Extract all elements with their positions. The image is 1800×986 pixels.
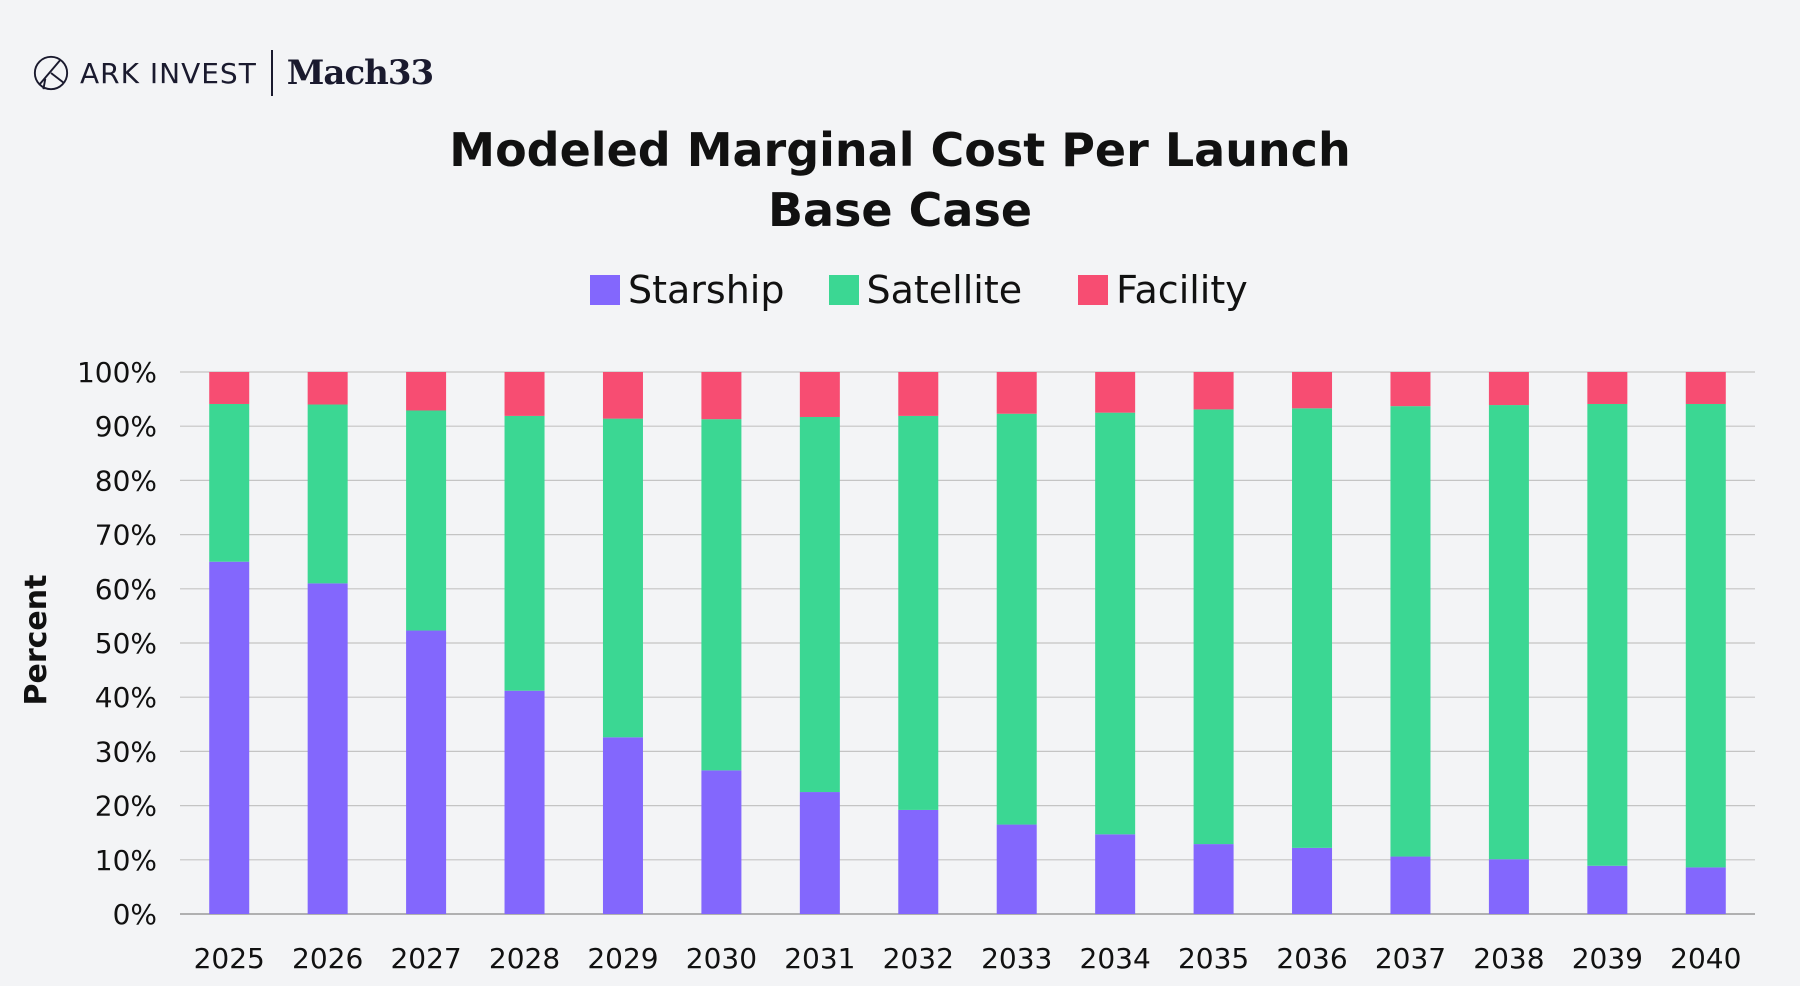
bar-facility-2028: [504, 372, 545, 416]
legend-item-satellite: Satellite: [828, 268, 1023, 312]
bar-starship-2039: [1587, 865, 1628, 914]
chart-subtitle: Base Case: [767, 183, 1033, 237]
bar-satellite-2034: [1095, 412, 1136, 835]
bar-facility-2033: [996, 372, 1037, 414]
bar-facility-2031: [799, 372, 840, 417]
bar-facility-2030: [701, 372, 742, 420]
legend-label-starship: Starship: [628, 268, 785, 312]
legend-swatch-satellite: [828, 275, 859, 305]
bar-satellite-2038: [1488, 405, 1529, 860]
x-tick-label: 2036: [1276, 942, 1347, 975]
bar-starship-2027: [406, 630, 447, 914]
bar-satellite-2035: [1193, 409, 1234, 845]
y-tick-label: 70%: [95, 519, 157, 552]
bar-starship-2026: [307, 583, 348, 914]
logo-row: ARK INVEST Mach33: [32, 50, 434, 96]
bar-starship-2030: [701, 770, 742, 914]
y-tick-label: 30%: [95, 735, 157, 768]
x-tick-label: 2026: [292, 942, 363, 975]
bar-facility-2032: [898, 372, 939, 416]
bar-satellite-2040: [1685, 403, 1726, 868]
y-tick-label: 40%: [95, 681, 157, 714]
y-tick-label: 0%: [113, 898, 157, 931]
y-tick-label: 10%: [95, 844, 157, 877]
bar-satellite-2033: [996, 413, 1037, 825]
legend-item-starship: Starship: [590, 268, 785, 312]
x-tick-label: 2027: [390, 942, 461, 975]
bar-facility-2036: [1292, 372, 1333, 409]
bar-satellite-2026: [307, 404, 348, 584]
bar-facility-2035: [1193, 372, 1234, 410]
logo-divider: [270, 50, 273, 96]
bar-satellite-2032: [898, 415, 939, 810]
bar-facility-2029: [602, 372, 643, 419]
mach33-logo-text: Mach33: [286, 53, 434, 93]
x-tick-label: 2033: [981, 942, 1052, 975]
bar-facility-2039: [1587, 372, 1628, 404]
y-axis-ticks: 0% 10% 20% 30% 40% 50% 60% 70% 80% 90% 100%: [77, 356, 157, 931]
legend-swatch-facility: [1078, 275, 1109, 305]
bar-starship-2034: [1095, 834, 1136, 914]
x-tick-label: 2025: [194, 942, 265, 975]
bar-facility-2027: [406, 372, 447, 411]
bar-facility-2038: [1488, 372, 1529, 406]
bar-facility-2026: [307, 372, 348, 405]
y-tick-label: 100%: [77, 356, 157, 389]
x-tick-label: 2034: [1080, 942, 1151, 975]
chart-legend: Starship Satellite Facility: [590, 268, 1248, 312]
legend-label-satellite: Satellite: [866, 268, 1023, 312]
x-tick-label: 2030: [686, 942, 757, 975]
y-tick-label: 50%: [95, 627, 157, 660]
bar-satellite-2030: [701, 419, 742, 771]
y-tick-label: 80%: [95, 464, 157, 497]
bar-starship-2033: [996, 824, 1037, 914]
x-axis-ticks: 2025 2026 2027 2028 2029 2030 2031 2032 2033 2034…: [194, 942, 1742, 975]
bar-starship-2032: [898, 809, 939, 914]
bar-satellite-2039: [1587, 403, 1628, 866]
x-tick-label: 2040: [1670, 942, 1741, 975]
bar-starship-2035: [1193, 844, 1234, 914]
bar-satellite-2028: [504, 415, 545, 691]
x-tick-label: 2037: [1375, 942, 1446, 975]
x-tick-label: 2029: [587, 942, 658, 975]
bar-satellite-2036: [1292, 408, 1333, 848]
chart-title-block: Modeled Marginal Cost Per Launch Base Ca…: [0, 120, 1800, 240]
bar-satellite-2037: [1390, 406, 1431, 857]
y-tick-label: 20%: [95, 790, 157, 823]
y-axis-label: Percent: [19, 575, 54, 706]
y-tick-label: 90%: [95, 410, 157, 443]
bar-facility-2025: [209, 372, 250, 404]
x-tick-label: 2028: [489, 942, 560, 975]
bars: [209, 372, 1726, 914]
bar-starship-2028: [504, 690, 545, 914]
bar-satellite-2027: [406, 410, 447, 631]
chart-title: Modeled Marginal Cost Per Launch: [449, 123, 1351, 177]
x-tick-label: 2039: [1572, 942, 1643, 975]
x-tick-label: 2032: [883, 942, 954, 975]
bar-starship-2037: [1390, 856, 1431, 914]
bar-starship-2029: [602, 737, 643, 914]
bar-starship-2040: [1685, 867, 1726, 914]
legend-item-facility: Facility: [1078, 268, 1248, 312]
bar-starship-2025: [209, 561, 250, 914]
x-tick-label: 2038: [1473, 942, 1544, 975]
x-tick-label: 2031: [784, 942, 855, 975]
ark-invest-logo-text: ARK INVEST: [80, 56, 257, 90]
bar-satellite-2025: [209, 403, 250, 562]
bar-starship-2038: [1488, 859, 1529, 914]
bar-satellite-2031: [799, 416, 840, 793]
ark-logo-icon: [33, 55, 69, 91]
bar-satellite-2029: [602, 418, 643, 738]
legend-label-facility: Facility: [1116, 268, 1248, 312]
bar-starship-2036: [1292, 847, 1333, 914]
bar-facility-2037: [1390, 372, 1431, 407]
x-tick-label: 2035: [1178, 942, 1249, 975]
y-tick-label: 60%: [95, 573, 157, 606]
bar-facility-2034: [1095, 372, 1136, 413]
legend-swatch-starship: [590, 275, 620, 305]
bar-facility-2040: [1685, 372, 1726, 404]
bar-starship-2031: [799, 792, 840, 914]
